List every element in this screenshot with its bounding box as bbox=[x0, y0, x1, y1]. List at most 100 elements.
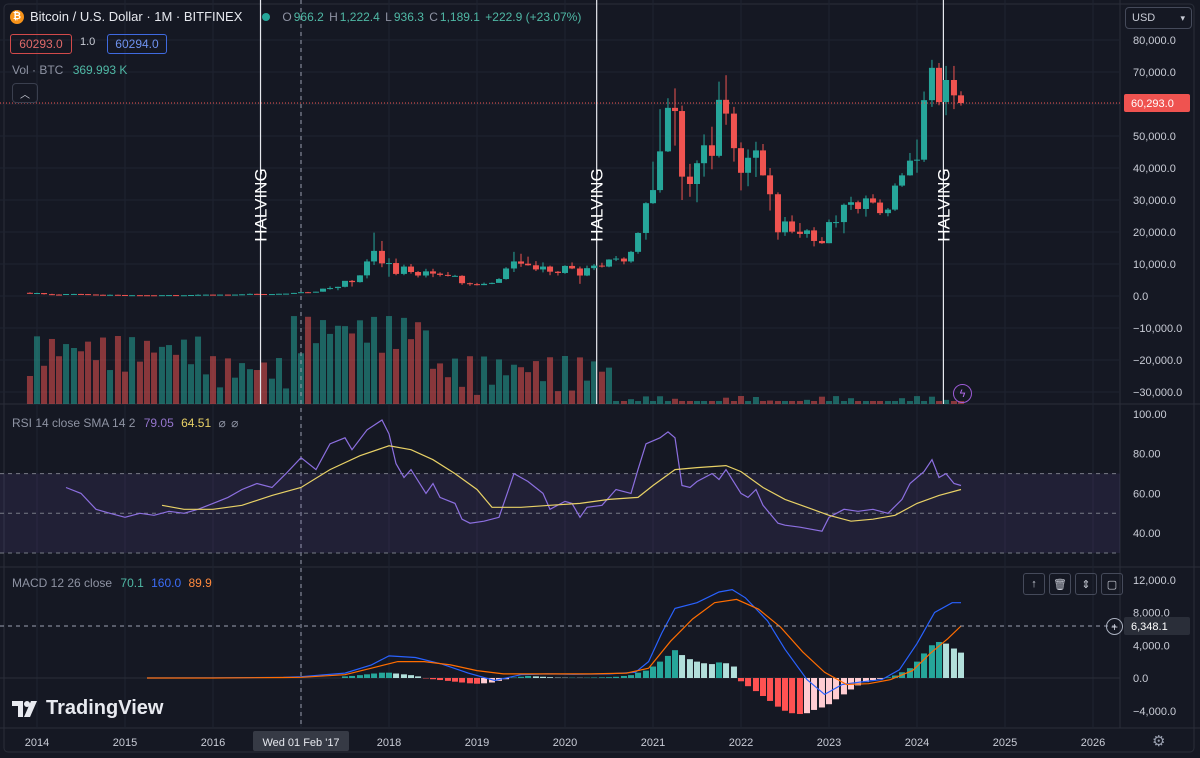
candle-body bbox=[378, 250, 385, 264]
open-label: O bbox=[282, 9, 292, 24]
macd-histogram-bar bbox=[408, 675, 414, 678]
candle-body bbox=[136, 295, 143, 297]
halving-label: HALVING bbox=[588, 168, 607, 241]
volume-bar bbox=[708, 401, 715, 404]
candle-body bbox=[496, 279, 502, 283]
volume-bar bbox=[136, 361, 143, 404]
macd-tick-label: 12,000.0 bbox=[1133, 575, 1176, 587]
macd-histogram-bar bbox=[892, 675, 898, 678]
macd-histogram-bar bbox=[855, 678, 862, 686]
plus-circle-icon[interactable]: + bbox=[1106, 618, 1123, 635]
candle-body bbox=[760, 150, 766, 176]
candle-body bbox=[422, 271, 429, 276]
candle-body bbox=[642, 203, 649, 233]
volume-legend: Vol · BTC 369.993 K bbox=[12, 63, 127, 77]
candle-body bbox=[386, 263, 392, 265]
volume-bar bbox=[862, 401, 869, 404]
macd-histogram-bar bbox=[921, 653, 928, 678]
last-price-badge bbox=[1124, 94, 1190, 113]
volume-bar bbox=[826, 401, 832, 404]
volume-bar bbox=[239, 363, 246, 404]
candle-body bbox=[34, 293, 40, 295]
volume-bar bbox=[635, 401, 642, 404]
trash-icon[interactable]: 🗑 bbox=[1049, 573, 1071, 595]
volume-bar bbox=[246, 369, 253, 404]
candle-body bbox=[606, 259, 612, 267]
buy-price-button[interactable]: 60294.0 bbox=[107, 34, 167, 54]
currency-select[interactable]: USD ▾ bbox=[1125, 7, 1192, 29]
macd-histogram-bar bbox=[628, 675, 634, 678]
volume-bar bbox=[730, 401, 737, 404]
candle-body bbox=[195, 294, 202, 296]
volume-bar bbox=[166, 345, 172, 404]
candle-body bbox=[833, 222, 840, 224]
volume-bar bbox=[437, 363, 444, 404]
macd-histogram-bar bbox=[804, 678, 810, 714]
macd-tick-label: 4,000.0 bbox=[1133, 640, 1170, 652]
price-tick-label: 0.0 bbox=[1133, 291, 1148, 303]
minimize-icon[interactable]: ⇕ bbox=[1075, 573, 1097, 595]
market-status-icon[interactable] bbox=[262, 12, 271, 21]
rsi-tick-label: 80.00 bbox=[1133, 449, 1161, 461]
macd-histogram-bar bbox=[943, 643, 950, 678]
volume-bar bbox=[224, 358, 231, 404]
candle-body bbox=[70, 293, 77, 295]
open-value: 966.2 bbox=[293, 9, 324, 24]
candle-body bbox=[327, 288, 334, 290]
volume-bar bbox=[686, 401, 693, 404]
macd-histogram-bar bbox=[796, 678, 803, 715]
macd-histogram-bar bbox=[349, 675, 356, 678]
last-price-label: 60,293.0 bbox=[1131, 98, 1174, 110]
collapse-icon[interactable]: ︿ bbox=[12, 83, 38, 103]
candle-body bbox=[767, 175, 774, 195]
volume-bar bbox=[723, 397, 730, 404]
volume-bar bbox=[114, 336, 121, 404]
candle-body bbox=[151, 295, 158, 297]
volume-bar bbox=[613, 401, 620, 404]
time-tick-label: 2014 bbox=[25, 737, 49, 749]
volume-bar bbox=[217, 387, 224, 404]
volume-bar bbox=[48, 338, 55, 404]
high-label: H bbox=[329, 9, 338, 24]
candle-body bbox=[694, 163, 700, 184]
low-label: L bbox=[385, 9, 392, 24]
volume-bar bbox=[180, 339, 187, 404]
candle-body bbox=[430, 271, 436, 274]
gear-icon[interactable]: ⚙ bbox=[1152, 733, 1166, 750]
macd-histogram-bar bbox=[811, 678, 818, 710]
macd-line bbox=[146, 588, 961, 696]
low-value: 936.3 bbox=[393, 9, 424, 24]
price-tick-label: 20,000.0 bbox=[1133, 227, 1176, 239]
volume-bar bbox=[679, 401, 686, 404]
arrow-up-icon[interactable]: ↑ bbox=[1023, 573, 1045, 595]
candle-body bbox=[525, 263, 532, 266]
candle-body bbox=[188, 294, 194, 296]
candle-body bbox=[584, 268, 590, 276]
macd-histogram-bar bbox=[738, 678, 744, 682]
bitcoin-icon: ₿ bbox=[10, 9, 24, 24]
tradingview-icon bbox=[12, 700, 37, 717]
candle-body bbox=[628, 251, 634, 262]
volume-bar bbox=[107, 370, 114, 404]
volume-bar bbox=[268, 378, 275, 404]
candle-body bbox=[672, 107, 678, 112]
macd-histogram-bar bbox=[686, 659, 693, 678]
candle-body bbox=[826, 222, 832, 244]
volume-bar bbox=[936, 401, 942, 404]
macd-histogram-bar bbox=[767, 678, 774, 701]
volume-bar bbox=[518, 367, 524, 404]
macd-histogram-bar bbox=[782, 678, 788, 711]
macd-histogram-bar bbox=[378, 672, 385, 678]
candle-body bbox=[298, 292, 304, 294]
rsi-null-1: ⌀ bbox=[218, 416, 226, 430]
sell-price-button[interactable]: 60293.0 bbox=[10, 34, 72, 54]
lightning-icon[interactable]: ϟ bbox=[953, 384, 972, 403]
price-tick-label: 50,000.0 bbox=[1133, 131, 1176, 143]
maximize-icon[interactable]: ▢ bbox=[1101, 573, 1123, 595]
volume-bar bbox=[943, 399, 950, 404]
volume-bar bbox=[598, 371, 605, 404]
volume-bar bbox=[525, 372, 532, 404]
volume-bar bbox=[818, 396, 825, 404]
volume-bar bbox=[650, 401, 656, 404]
